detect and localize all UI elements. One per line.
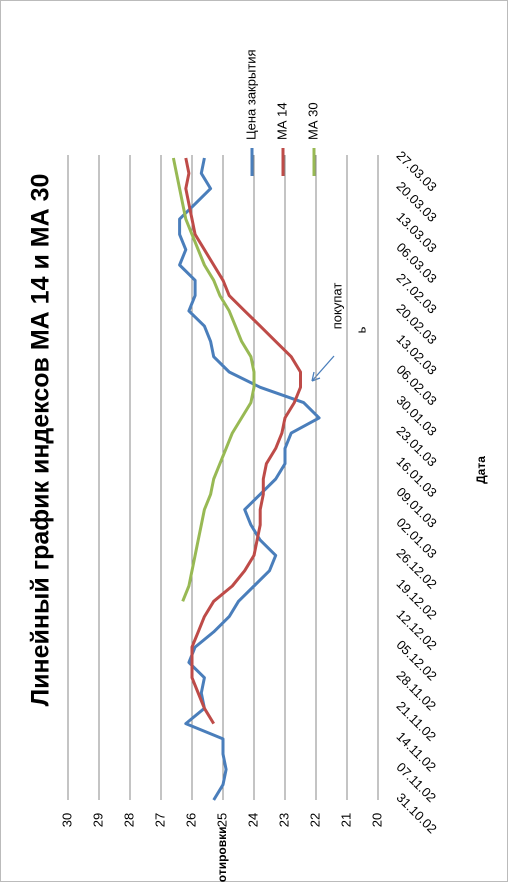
y-tick-label: 23	[276, 813, 291, 827]
y-tick-label: 27	[152, 813, 167, 827]
legend-label: МА 30	[305, 102, 320, 140]
y-tick-label: 25	[214, 813, 229, 827]
legend-label: Цена закрытия	[243, 49, 258, 140]
y-tick-label: 28	[121, 813, 136, 827]
legend-label: МА 14	[274, 102, 289, 140]
y-tick-label: 26	[183, 813, 198, 827]
y-tick-label: 22	[307, 813, 322, 827]
y-tick-label: 21	[338, 813, 353, 827]
y-axis-label: Котировки	[215, 826, 229, 882]
y-tick-label: 30	[59, 813, 74, 827]
series-line	[178, 157, 321, 801]
y-tick-label: 29	[90, 813, 105, 827]
y-tick-label: 20	[369, 813, 384, 827]
annotation: ь	[353, 326, 368, 333]
chart-title: Линейный график индексов МА 14 и МА 30	[27, 174, 55, 707]
annotation: покупат	[329, 283, 344, 330]
series-line	[171, 157, 256, 602]
x-axis-label: Дата	[474, 456, 488, 484]
series-line	[184, 157, 302, 725]
y-tick-label: 24	[245, 813, 260, 827]
